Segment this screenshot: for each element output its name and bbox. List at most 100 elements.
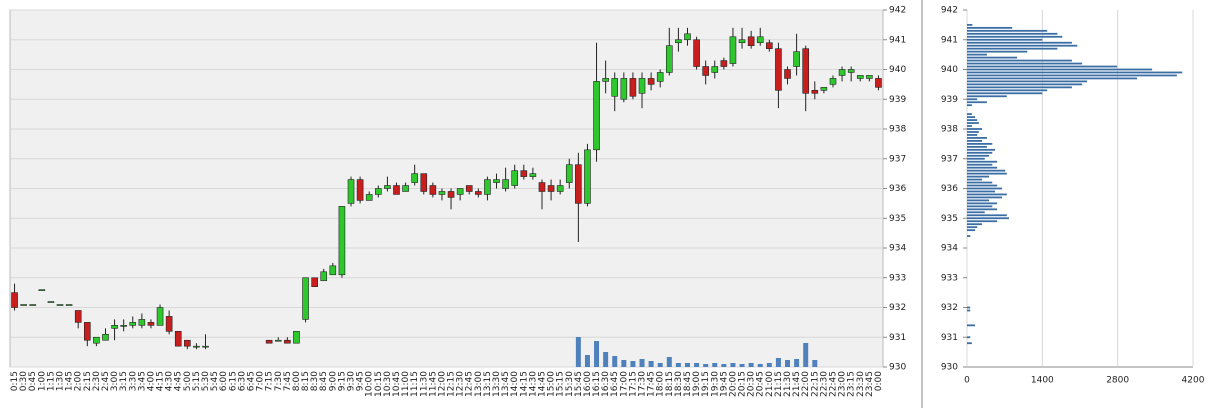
profile-bar [967,336,971,339]
profile-bar [967,92,1043,95]
volume-bar [794,359,800,367]
x-tick-label: 5:45 [210,371,220,391]
candle-body [775,48,782,91]
profile-bar [967,217,1009,220]
volume-bar [739,364,745,367]
y-tick-label: 934 [941,244,958,254]
y-tick-label: 935 [889,214,906,224]
candle-body [302,277,309,320]
candle-body [120,325,127,327]
x-tick-label: 23:15 [847,371,857,397]
candle-body [20,304,27,306]
profile-bar [967,125,972,127]
profile-bar [967,65,1118,68]
volume-bar [657,363,663,367]
x-tick-label: 22:30 [819,371,829,397]
candle-body [556,185,564,192]
volume-bar [757,364,763,367]
profile-bar [967,113,972,116]
volume-bar [603,352,609,367]
candle-body [611,78,619,97]
x-tick-label: 0:00 [874,371,884,391]
candle-body [711,66,719,73]
x-tick-label: 8:45 [319,371,329,391]
candle-body [320,271,328,282]
candle-body [593,81,600,151]
profile-bar [967,53,987,56]
candle-body [11,292,18,308]
volume-bar [630,361,636,367]
x-tick-label: 8:30 [310,371,320,391]
y-tick-label: 932 [941,303,958,313]
profile-bar [967,44,1078,47]
x-tick-label: 15:15 [556,371,566,397]
x-tick-label: 4:45 [174,371,184,391]
x-tick-label: 14:00 [510,371,520,397]
volume-bar [694,363,700,367]
candle-body [174,330,182,347]
y-tick-label: 930 [889,363,906,373]
x-tick-label: 3:30 [128,371,138,391]
x-tick-label: 6:45 [246,371,256,391]
volume-bar [575,337,581,367]
profile-bar [967,26,1013,29]
y-tick-label: 934 [889,244,906,254]
x-tick-label: 20:30 [747,371,757,397]
profile-bar [967,205,993,208]
candle-body [311,277,318,287]
x-tick-label: 8:15 [301,371,311,391]
x-tick-label: 21:45 [792,371,802,397]
x-tick-label: 12:45 [465,371,475,397]
x-tick-label: 18:45 [683,371,693,397]
volume-bar [639,359,645,367]
volume-bar [775,358,781,367]
y-tick-label: 935 [941,214,958,224]
x-tick-label: 4:00 [146,371,156,391]
x-tick-label: 7:30 [274,371,284,391]
y-tick-label: 940 [889,65,906,75]
x-tick-label: 12:00 [437,371,447,397]
x-tick-label: 4:15 [156,371,166,391]
x-tick-label: 7:45 [283,371,293,391]
candle-body [875,78,882,88]
profile-bar [967,86,1072,89]
x-tick-label: 12:30 [456,371,466,397]
x-tick-label: 17:15 [628,371,638,397]
y-tick-label: 942 [889,6,906,16]
profile-bar [967,154,990,157]
profile-bar [967,35,1063,38]
x-tick-label: 7:15 [265,371,275,391]
profile-bar [967,62,1083,65]
y-tick-label: 936 [889,184,906,194]
x-tick-label: 9:15 [337,371,347,391]
x-tick-label: 5:00 [183,371,193,391]
profile-bar [967,151,993,154]
profile-bar [967,178,983,181]
volume-bar [584,355,590,367]
x-tick-label: 16:45 [610,371,620,397]
candle-body [647,78,655,85]
candle-body [93,336,100,344]
x-tick-label: 1:30 [56,371,66,391]
candle-body [838,69,846,76]
candle-body [420,173,428,192]
x-tick-label: 1:00 [37,371,47,391]
candle-body [438,191,446,195]
x-tick-label: 18:00 [656,371,666,397]
profile-bar [967,116,976,118]
candle-body [393,185,400,195]
candle-body [165,316,173,332]
x-tick-label: 20:15 [738,371,748,397]
candle-body [102,333,109,341]
candle-body [129,322,137,326]
x-tick-label: 4200 [1182,376,1205,386]
x-tick-label: 16:00 [583,371,593,397]
profile-bar [967,169,1006,172]
x-tick-label: 20:45 [756,371,766,397]
profile-bar [967,89,1048,92]
profile-bar [967,32,1058,35]
profile-bar [967,83,1083,86]
candle-body [447,191,455,198]
x-tick-label: 9:30 [347,371,357,391]
profile-bar [967,68,1153,71]
